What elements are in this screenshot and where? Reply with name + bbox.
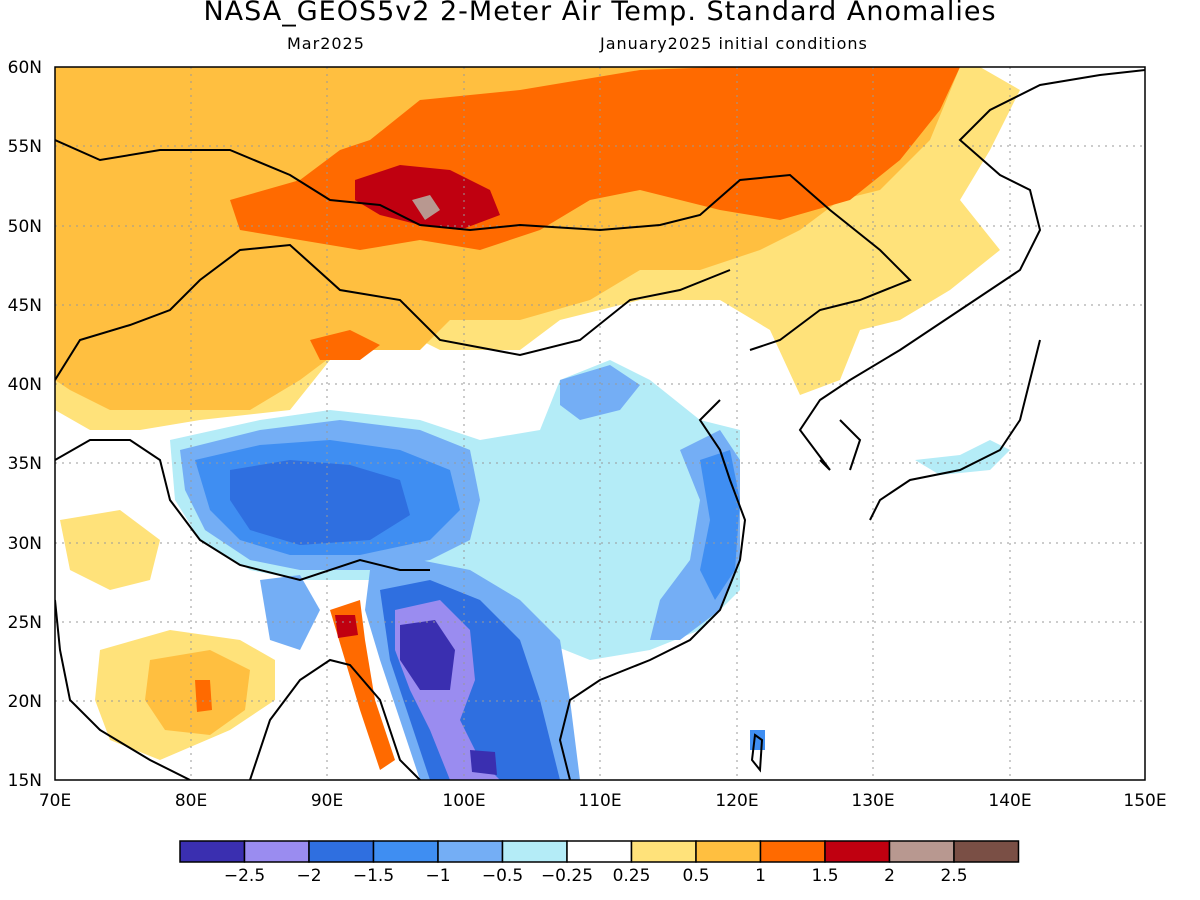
colorbar-swatch — [953, 840, 1020, 863]
map-frame — [54, 66, 1146, 781]
lat-tick: 40N — [8, 375, 42, 395]
colorbar-swatch — [824, 840, 891, 863]
lon-tick: 150E — [1123, 791, 1166, 811]
colorbar-swatch — [695, 840, 762, 863]
anomaly-region — [400, 620, 455, 690]
colorbar-label: −2.5 — [224, 866, 265, 886]
colorbar-swatch — [759, 840, 826, 863]
colorbar-swatch — [630, 840, 697, 863]
colorbar-swatch — [179, 840, 246, 863]
anomaly-region — [60, 510, 160, 590]
anomaly-field — [55, 67, 1145, 780]
lat-tick: 30N — [8, 534, 42, 554]
anomaly-region — [330, 600, 395, 770]
initial-conditions: January2025 initial conditions — [600, 34, 868, 53]
anomaly-region — [412, 195, 440, 220]
lat-tick: 20N — [8, 692, 42, 712]
colorbar-label: −2 — [296, 866, 321, 886]
lat-tick: 45N — [8, 296, 42, 316]
colorbar: −2.5 −2 −1.5 −1 −0.5 −0.25 0.25 0.5 1 1.5 2 2.5 — [179, 840, 1020, 886]
coastlines — [55, 69, 1145, 780]
lon-tick: 120E — [715, 791, 758, 811]
forecast-month: Mar2025 — [287, 34, 365, 53]
lon-tick: 90E — [311, 791, 343, 811]
lon-ticks: 70E 80E 90E 100E 110E 120E 130E 140E 150… — [39, 791, 1167, 811]
colorbar-label: 0.25 — [613, 866, 651, 886]
colorbar-label: −0.5 — [482, 866, 523, 886]
map-title: NASA_GEOS5v2 2-Meter Air Temp. Standard … — [203, 0, 997, 27]
anomaly-region — [195, 680, 212, 712]
anomaly-region — [560, 365, 640, 420]
colorbar-label: 1.5 — [811, 866, 838, 886]
lat-tick: 55N — [8, 137, 42, 157]
colorbar-swatch — [308, 840, 375, 863]
lat-tick: 50N — [8, 217, 42, 237]
colorbar-swatch — [566, 840, 633, 863]
colorbar-label: 1 — [755, 866, 766, 886]
anomaly-region — [230, 460, 410, 545]
colorbar-swatch — [888, 840, 955, 863]
colorbar-label: −0.25 — [541, 866, 593, 886]
colorbar-label: −1.5 — [353, 866, 394, 886]
anomaly-region — [310, 330, 380, 360]
lon-tick: 80E — [175, 791, 207, 811]
lat-tick: 60N — [8, 58, 42, 78]
lat-tick: 25N — [8, 613, 42, 633]
lon-tick: 130E — [851, 791, 894, 811]
anomaly-region — [470, 750, 497, 775]
colorbar-swatch — [243, 840, 310, 863]
colorbar-label: −1 — [425, 866, 450, 886]
lat-tick: 15N — [8, 771, 42, 791]
anomaly-region — [915, 440, 1010, 475]
colorbar-label: 2.5 — [940, 866, 967, 886]
lon-tick: 110E — [578, 791, 621, 811]
colorbar-swatch — [501, 840, 568, 863]
colorbar-label: 0.5 — [682, 866, 709, 886]
colorbar-swatch — [437, 840, 504, 863]
lon-tick: 70E — [39, 791, 71, 811]
colorbar-swatch — [372, 840, 439, 863]
anomaly-region — [335, 615, 358, 638]
anomaly-region — [260, 575, 320, 650]
lon-tick: 140E — [988, 791, 1031, 811]
lat-ticks: 60N 55N 50N 45N 40N 35N 30N 25N 20N 15N — [8, 58, 42, 791]
lat-tick: 35N — [8, 454, 42, 474]
colorbar-label: 2 — [884, 866, 895, 886]
anomaly-region — [700, 450, 740, 600]
lon-tick: 100E — [442, 791, 485, 811]
